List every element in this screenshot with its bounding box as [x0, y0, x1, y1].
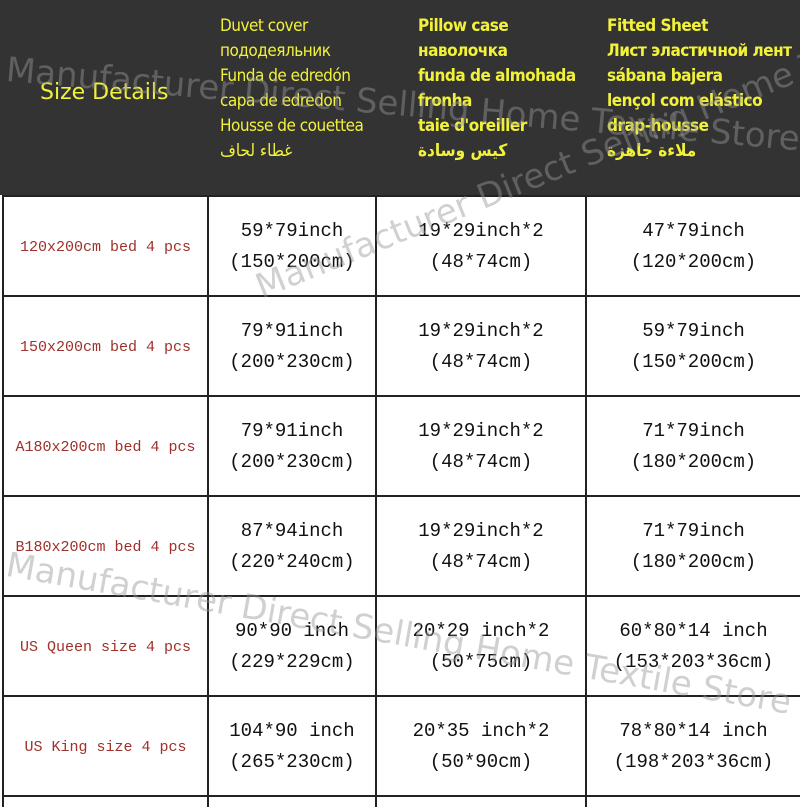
duvet-cm: (200*230cm) — [229, 351, 355, 373]
duvet-cell: 59*79inch (150*200cm) — [207, 197, 375, 297]
sheet-inch: 78*80*14 inch — [619, 720, 768, 742]
sheet-cell: 71*79inch (180*200cm) — [585, 397, 800, 497]
header-line: пододеяльник — [220, 41, 331, 61]
duvet-inch: 90*90 inch — [234, 620, 350, 642]
pillow-inch: 19*29inch*2 — [418, 420, 544, 442]
sheet-inch: 71*79inch — [642, 520, 745, 542]
header-line: sábana bajera — [607, 66, 723, 86]
duvet-cell: 87*94inch (220*240cm) — [207, 497, 375, 597]
duvet-inch: 87*94inch — [240, 520, 344, 542]
header-line: funda de almohada — [418, 66, 576, 86]
sheet-cell: 47*79inch (120*200cm) — [585, 197, 800, 297]
header-line: غطاء لحاف — [220, 141, 293, 161]
sheet-cell: 71*79inch (180*200cm) — [585, 497, 800, 597]
header-line: Pillow case — [418, 16, 509, 36]
sheet-cell: 60*80*14 inch (153*203*36cm) — [585, 597, 800, 697]
sheet-cm: (120*200cm) — [630, 251, 757, 273]
duvet-cell: 79*91inch (200*230cm) — [207, 397, 375, 497]
duvet-cm: (150*200cm) — [229, 251, 355, 273]
size-label: US Queen size 4 pcs — [2, 597, 207, 697]
pillow-cell: 19*29inch*2 (48*74cm) — [375, 297, 585, 397]
pillow-inch: 19*29inch*2 — [418, 520, 544, 542]
table-row: B180x200cm bed 4 pcs 87*94inch (220*240c… — [2, 495, 800, 597]
duvet-cell: 79*91inch (200*230cm) — [207, 297, 375, 397]
header-fitted-sheet: Fitted Sheet Лист эластичной лент sábana… — [607, 14, 792, 164]
duvet-cm: (200*230cm) — [229, 451, 355, 473]
sheet-cm: (198*203*36cm) — [613, 751, 774, 773]
duvet-cm: (229*229cm) — [229, 651, 355, 673]
header-line: fronha — [418, 91, 472, 111]
duvet-inch: 79*91inch — [240, 320, 344, 342]
header-line: capa de edredon — [220, 91, 342, 111]
table-row: US Queen size 4 pcs 90*90 inch (229*229c… — [2, 595, 800, 697]
table-row: A180x200cm bed 4 pcs 79*91inch (200*230c… — [2, 395, 800, 497]
size-label: 120x200cm bed 4 pcs — [2, 197, 207, 297]
sheet-inch: 60*80*14 inch — [619, 620, 768, 642]
size-label: A180x200cm bed 4 pcs — [2, 397, 207, 497]
sheet-cell: 78*80*14 inch (198*203*36cm) — [585, 697, 800, 797]
pillow-cm: (48*74cm) — [429, 351, 533, 373]
pillow-cell: 20*29 inch*2 (50*75cm) — [375, 597, 585, 697]
sheet-cm: (180*200cm) — [630, 451, 757, 473]
pillow-inch: 20*29 inch*2 — [412, 620, 550, 642]
sheet-cell: 59*79inch (150*200cm) — [585, 297, 800, 397]
header-line: Housse de couettea — [220, 116, 364, 136]
header-line: Funda de edredón — [220, 66, 351, 86]
table-row: 120x200cm bed 4 pcs 59*79inch (150*200cm… — [2, 195, 800, 297]
pillow-cm: (48*74cm) — [429, 551, 533, 573]
duvet-cm: (220*240cm) — [229, 551, 355, 573]
sheet-inch: 59*79inch — [642, 320, 745, 342]
header-line: lençol com elástico — [607, 91, 763, 111]
pillow-inch: 19*29inch*2 — [418, 320, 544, 342]
sheet-inch: 71*79inch — [642, 420, 745, 442]
pillow-cm: (50*90cm) — [429, 751, 533, 773]
duvet-cell: 104*90 inch (265*230cm) — [207, 697, 375, 797]
duvet-inch: 59*79inch — [240, 220, 344, 242]
pillow-cell: 19*29inch*2 (48*74cm) — [375, 397, 585, 497]
table-header: Size Details Duvet cover пододеяльник Fu… — [0, 0, 800, 195]
pillow-cm: (50*75cm) — [429, 651, 533, 673]
header-pillow-case: Pillow case наволочка funda de almohada … — [418, 14, 576, 164]
size-details-title: Size Details — [40, 80, 169, 105]
header-line: Лист эластичной лент — [607, 41, 792, 61]
header-line: drap-housse — [607, 116, 709, 136]
pillow-cm: (48*74cm) — [429, 451, 533, 473]
header-line: Fitted Sheet — [607, 16, 708, 36]
header-line: Duvet cover — [220, 16, 308, 36]
pillow-cm: (48*74cm) — [429, 251, 533, 273]
size-label: US King size 4 pcs — [2, 697, 207, 797]
duvet-cm: (265*230cm) — [229, 751, 355, 773]
pillow-cell: 20*35 inch*2 (50*90cm) — [375, 697, 585, 797]
pillow-cell: 19*29inch*2 (48*74cm) — [375, 197, 585, 297]
pillow-cell: 19*29inch*2 (48*74cm) — [375, 497, 585, 597]
header-line: наволочка — [418, 41, 508, 61]
size-label: B180x200cm bed 4 pcs — [2, 497, 207, 597]
table-row: US King size 4 pcs 104*90 inch (265*230c… — [2, 695, 800, 797]
pillow-inch: 19*29inch*2 — [418, 220, 544, 242]
header-line: كيس وسادة — [418, 141, 508, 161]
header-duvet-cover: Duvet cover пододеяльник Funda de edredó… — [220, 14, 364, 164]
table-bottom-border — [2, 795, 800, 807]
duvet-cell: 90*90 inch (229*229cm) — [207, 597, 375, 697]
sheet-cm: (153*203*36cm) — [613, 651, 774, 673]
sheet-cm: (180*200cm) — [630, 551, 757, 573]
size-label: 150x200cm bed 4 pcs — [2, 297, 207, 397]
pillow-inch: 20*35 inch*2 — [412, 720, 550, 742]
duvet-inch: 104*90 inch — [229, 720, 355, 742]
sheet-inch: 47*79inch — [642, 220, 745, 242]
table-row: 150x200cm bed 4 pcs 79*91inch (200*230cm… — [2, 295, 800, 397]
duvet-inch: 79*91inch — [240, 420, 344, 442]
header-line: ملاءة جاهزة — [607, 141, 697, 161]
sheet-cm: (150*200cm) — [630, 351, 757, 373]
header-line: taie d'oreiller — [418, 116, 527, 136]
